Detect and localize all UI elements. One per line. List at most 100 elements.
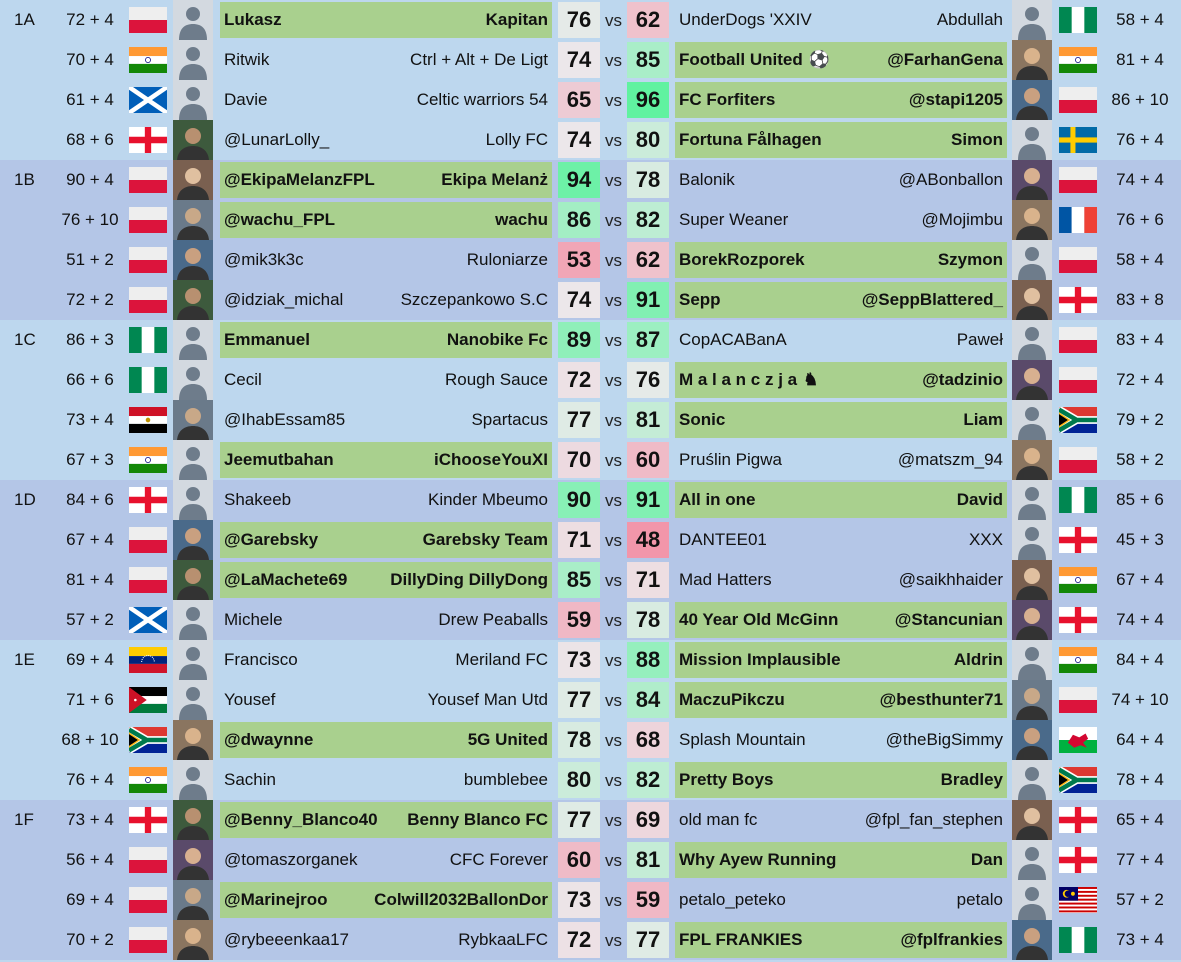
away-manager-name[interactable]: @Stancunian bbox=[894, 610, 1003, 629]
home-avatar[interactable] bbox=[173, 760, 213, 800]
away-manager-name[interactable]: Abdullah bbox=[936, 10, 1003, 29]
away-manager-name[interactable]: Aldrin bbox=[953, 650, 1003, 669]
home-manager-name[interactable]: Yousef bbox=[224, 690, 276, 709]
away-team-cell[interactable]: Mad Hatters @saikhhaider bbox=[675, 562, 1007, 598]
away-manager-name[interactable]: Simon bbox=[951, 130, 1003, 149]
away-avatar[interactable] bbox=[1012, 720, 1052, 760]
away-manager-name[interactable]: @stapi1205 bbox=[908, 90, 1003, 109]
fixture-row[interactable]: 76 + 4 Sachin bumblebee 80 78 + 4 Pretty Boys… bbox=[0, 760, 1181, 800]
home-team-name[interactable]: Spartacus bbox=[471, 410, 548, 429]
home-manager-name[interactable]: Francisco bbox=[224, 650, 298, 669]
home-avatar[interactable] bbox=[173, 520, 213, 560]
away-team-name[interactable]: FC Forfiters bbox=[679, 90, 776, 109]
fixture-row[interactable]: 57 + 2 Michele Drew Peaballs 59 74 + 4 40 Yea… bbox=[0, 600, 1181, 640]
away-avatar[interactable] bbox=[1012, 760, 1052, 800]
home-avatar[interactable] bbox=[173, 840, 213, 880]
away-team-cell[interactable]: Super Weaner @Mojimbu bbox=[675, 202, 1007, 238]
away-manager-name[interactable]: petalo bbox=[956, 890, 1003, 909]
away-avatar[interactable] bbox=[1012, 320, 1052, 360]
away-manager-name[interactable]: Szymon bbox=[937, 250, 1003, 269]
home-manager-name[interactable]: Lukasz bbox=[224, 10, 282, 29]
fixture-row[interactable]: 67 + 4 @Garebsky Garebsky Team 71 45 + 3 DANT… bbox=[0, 520, 1181, 560]
home-manager-name[interactable]: Cecil bbox=[224, 370, 262, 389]
home-team-name[interactable]: Kinder Mbeumo bbox=[427, 490, 548, 509]
away-team-name[interactable]: Pruślin Pigwa bbox=[679, 450, 782, 469]
fixture-row[interactable]: 70 + 2 @rybeeenkaa17 RybkaaLFC 72 73 + 4 FPL … bbox=[0, 920, 1181, 960]
away-manager-name[interactable]: @theBigSimmy bbox=[885, 730, 1003, 749]
away-avatar[interactable] bbox=[1012, 560, 1052, 600]
home-manager-name[interactable]: @Garebsky bbox=[224, 530, 319, 549]
home-manager-name[interactable]: @tomaszorganek bbox=[224, 850, 358, 869]
home-avatar[interactable] bbox=[173, 920, 213, 960]
away-avatar[interactable] bbox=[1012, 40, 1052, 80]
away-team-name[interactable]: old man fc bbox=[679, 810, 758, 829]
home-team-cell[interactable]: Sachin bumblebee bbox=[220, 762, 552, 798]
away-team-cell[interactable]: Pruślin Pigwa @matszm_94 bbox=[675, 442, 1007, 478]
fixture-row[interactable]: 73 + 4 @IhabEssam85 Spartacus 77 79 + 2 Sonic… bbox=[0, 400, 1181, 440]
home-team-cell[interactable]: @Garebsky Garebsky Team bbox=[220, 522, 552, 558]
away-team-name[interactable]: Sonic bbox=[679, 410, 726, 429]
home-team-name[interactable]: 5G United bbox=[467, 730, 548, 749]
away-avatar[interactable] bbox=[1012, 400, 1052, 440]
away-team-name[interactable]: MaczuPikczu bbox=[679, 690, 785, 709]
away-team-name[interactable]: petalo_peteko bbox=[679, 890, 786, 909]
fixture-row[interactable]: 72 + 4 Lukasz Kapitan 76 58 + 4 UnderDogs 'XX… bbox=[0, 0, 1181, 40]
away-team-name[interactable]: Mad Hatters bbox=[679, 570, 772, 589]
away-avatar[interactable] bbox=[1012, 480, 1052, 520]
home-team-name[interactable]: Szczepankowo S.C bbox=[400, 290, 548, 309]
away-team-name[interactable]: CopACABanA bbox=[679, 330, 787, 349]
away-team-cell[interactable]: FC Forfiters @stapi1205 bbox=[675, 82, 1007, 118]
home-avatar[interactable] bbox=[173, 800, 213, 840]
home-team-name[interactable]: RybkaaLFC bbox=[458, 930, 548, 949]
away-team-cell[interactable]: Mission Implausible Aldrin bbox=[675, 642, 1007, 678]
home-manager-name[interactable]: Sachin bbox=[224, 770, 276, 789]
away-team-name[interactable]: All in one bbox=[679, 490, 756, 509]
away-avatar[interactable] bbox=[1012, 440, 1052, 480]
away-team-name[interactable]: Fortuna Fålhagen bbox=[679, 130, 822, 149]
home-team-cell[interactable]: Michele Drew Peaballs bbox=[220, 602, 552, 638]
home-avatar[interactable] bbox=[173, 280, 213, 320]
fixture-row[interactable]: 68 + 6 @LunarLolly_ Lolly FC 74 76 + 4 Fortun… bbox=[0, 120, 1181, 160]
fixture-row[interactable]: 56 + 4 @tomaszorganek CFC Forever 60 77 + 4 W… bbox=[0, 840, 1181, 880]
home-manager-name[interactable]: @LaMachete69 bbox=[224, 570, 348, 589]
home-manager-name[interactable]: @Benny_Blanco40 bbox=[224, 810, 378, 829]
away-avatar[interactable] bbox=[1012, 360, 1052, 400]
home-avatar[interactable] bbox=[173, 640, 213, 680]
away-avatar[interactable] bbox=[1012, 600, 1052, 640]
home-manager-name[interactable]: @mik3k3c bbox=[224, 250, 304, 269]
away-team-cell[interactable]: Fortuna Fålhagen Simon bbox=[675, 122, 1007, 158]
away-team-name[interactable]: UnderDogs 'XXIV bbox=[679, 10, 812, 29]
home-team-name[interactable]: CFC Forever bbox=[449, 850, 548, 869]
away-team-cell[interactable]: All in one David bbox=[675, 482, 1007, 518]
home-team-name[interactable]: Lolly FC bbox=[485, 130, 548, 149]
away-avatar[interactable] bbox=[1012, 200, 1052, 240]
away-manager-name[interactable]: @tadzinio bbox=[922, 370, 1003, 389]
home-avatar[interactable] bbox=[173, 200, 213, 240]
away-manager-name[interactable]: XXX bbox=[968, 530, 1003, 549]
home-avatar[interactable] bbox=[173, 680, 213, 720]
away-team-name[interactable]: DANTEE01 bbox=[679, 530, 767, 549]
home-team-cell[interactable]: Francisco Meriland FC bbox=[220, 642, 552, 678]
home-team-name[interactable]: Ctrl + Alt + De Ligt bbox=[410, 50, 548, 69]
away-team-name[interactable]: Why Ayew Running bbox=[679, 850, 837, 869]
away-avatar[interactable] bbox=[1012, 680, 1052, 720]
home-team-name[interactable]: Drew Peaballs bbox=[438, 610, 548, 629]
away-team-name[interactable]: M a l a n c z j a bbox=[679, 370, 798, 389]
home-manager-name[interactable]: @rybeeenkaa17 bbox=[224, 930, 350, 949]
home-team-name[interactable]: Meriland FC bbox=[455, 650, 548, 669]
fixture-row[interactable]: 69 + 4 Francisco Meriland FC 73 84 + 4 Missio… bbox=[0, 640, 1181, 680]
away-manager-name[interactable]: Paweł bbox=[956, 330, 1003, 349]
home-manager-name[interactable]: @IhabEssam85 bbox=[224, 410, 346, 429]
away-team-cell[interactable]: MaczuPikczu @besthunter71 bbox=[675, 682, 1007, 718]
fixture-row[interactable]: 69 + 4 @Marinejroo Colwill2032BallonDor 73 5… bbox=[0, 880, 1181, 920]
fixture-row[interactable]: 81 + 4 @LaMachete69 DillyDing DillyDong 85 6… bbox=[0, 560, 1181, 600]
home-team-name[interactable]: Kapitan bbox=[485, 10, 548, 29]
home-team-cell[interactable]: Jeemutbahan iChooseYouXI bbox=[220, 442, 552, 478]
home-team-cell[interactable]: @wachu_FPL wachu bbox=[220, 202, 552, 238]
away-manager-name[interactable]: @SeppBlattered_ bbox=[861, 290, 1003, 309]
home-avatar[interactable] bbox=[173, 600, 213, 640]
home-manager-name[interactable]: @EkipaMelanzFPL bbox=[224, 170, 375, 189]
home-team-cell[interactable]: Ritwik Ctrl + Alt + De Ligt bbox=[220, 42, 552, 78]
home-team-name[interactable]: Nanobike Fc bbox=[446, 330, 548, 349]
fixture-row[interactable]: 70 + 4 Ritwik Ctrl + Alt + De Ligt 74 81 + 4… bbox=[0, 40, 1181, 80]
